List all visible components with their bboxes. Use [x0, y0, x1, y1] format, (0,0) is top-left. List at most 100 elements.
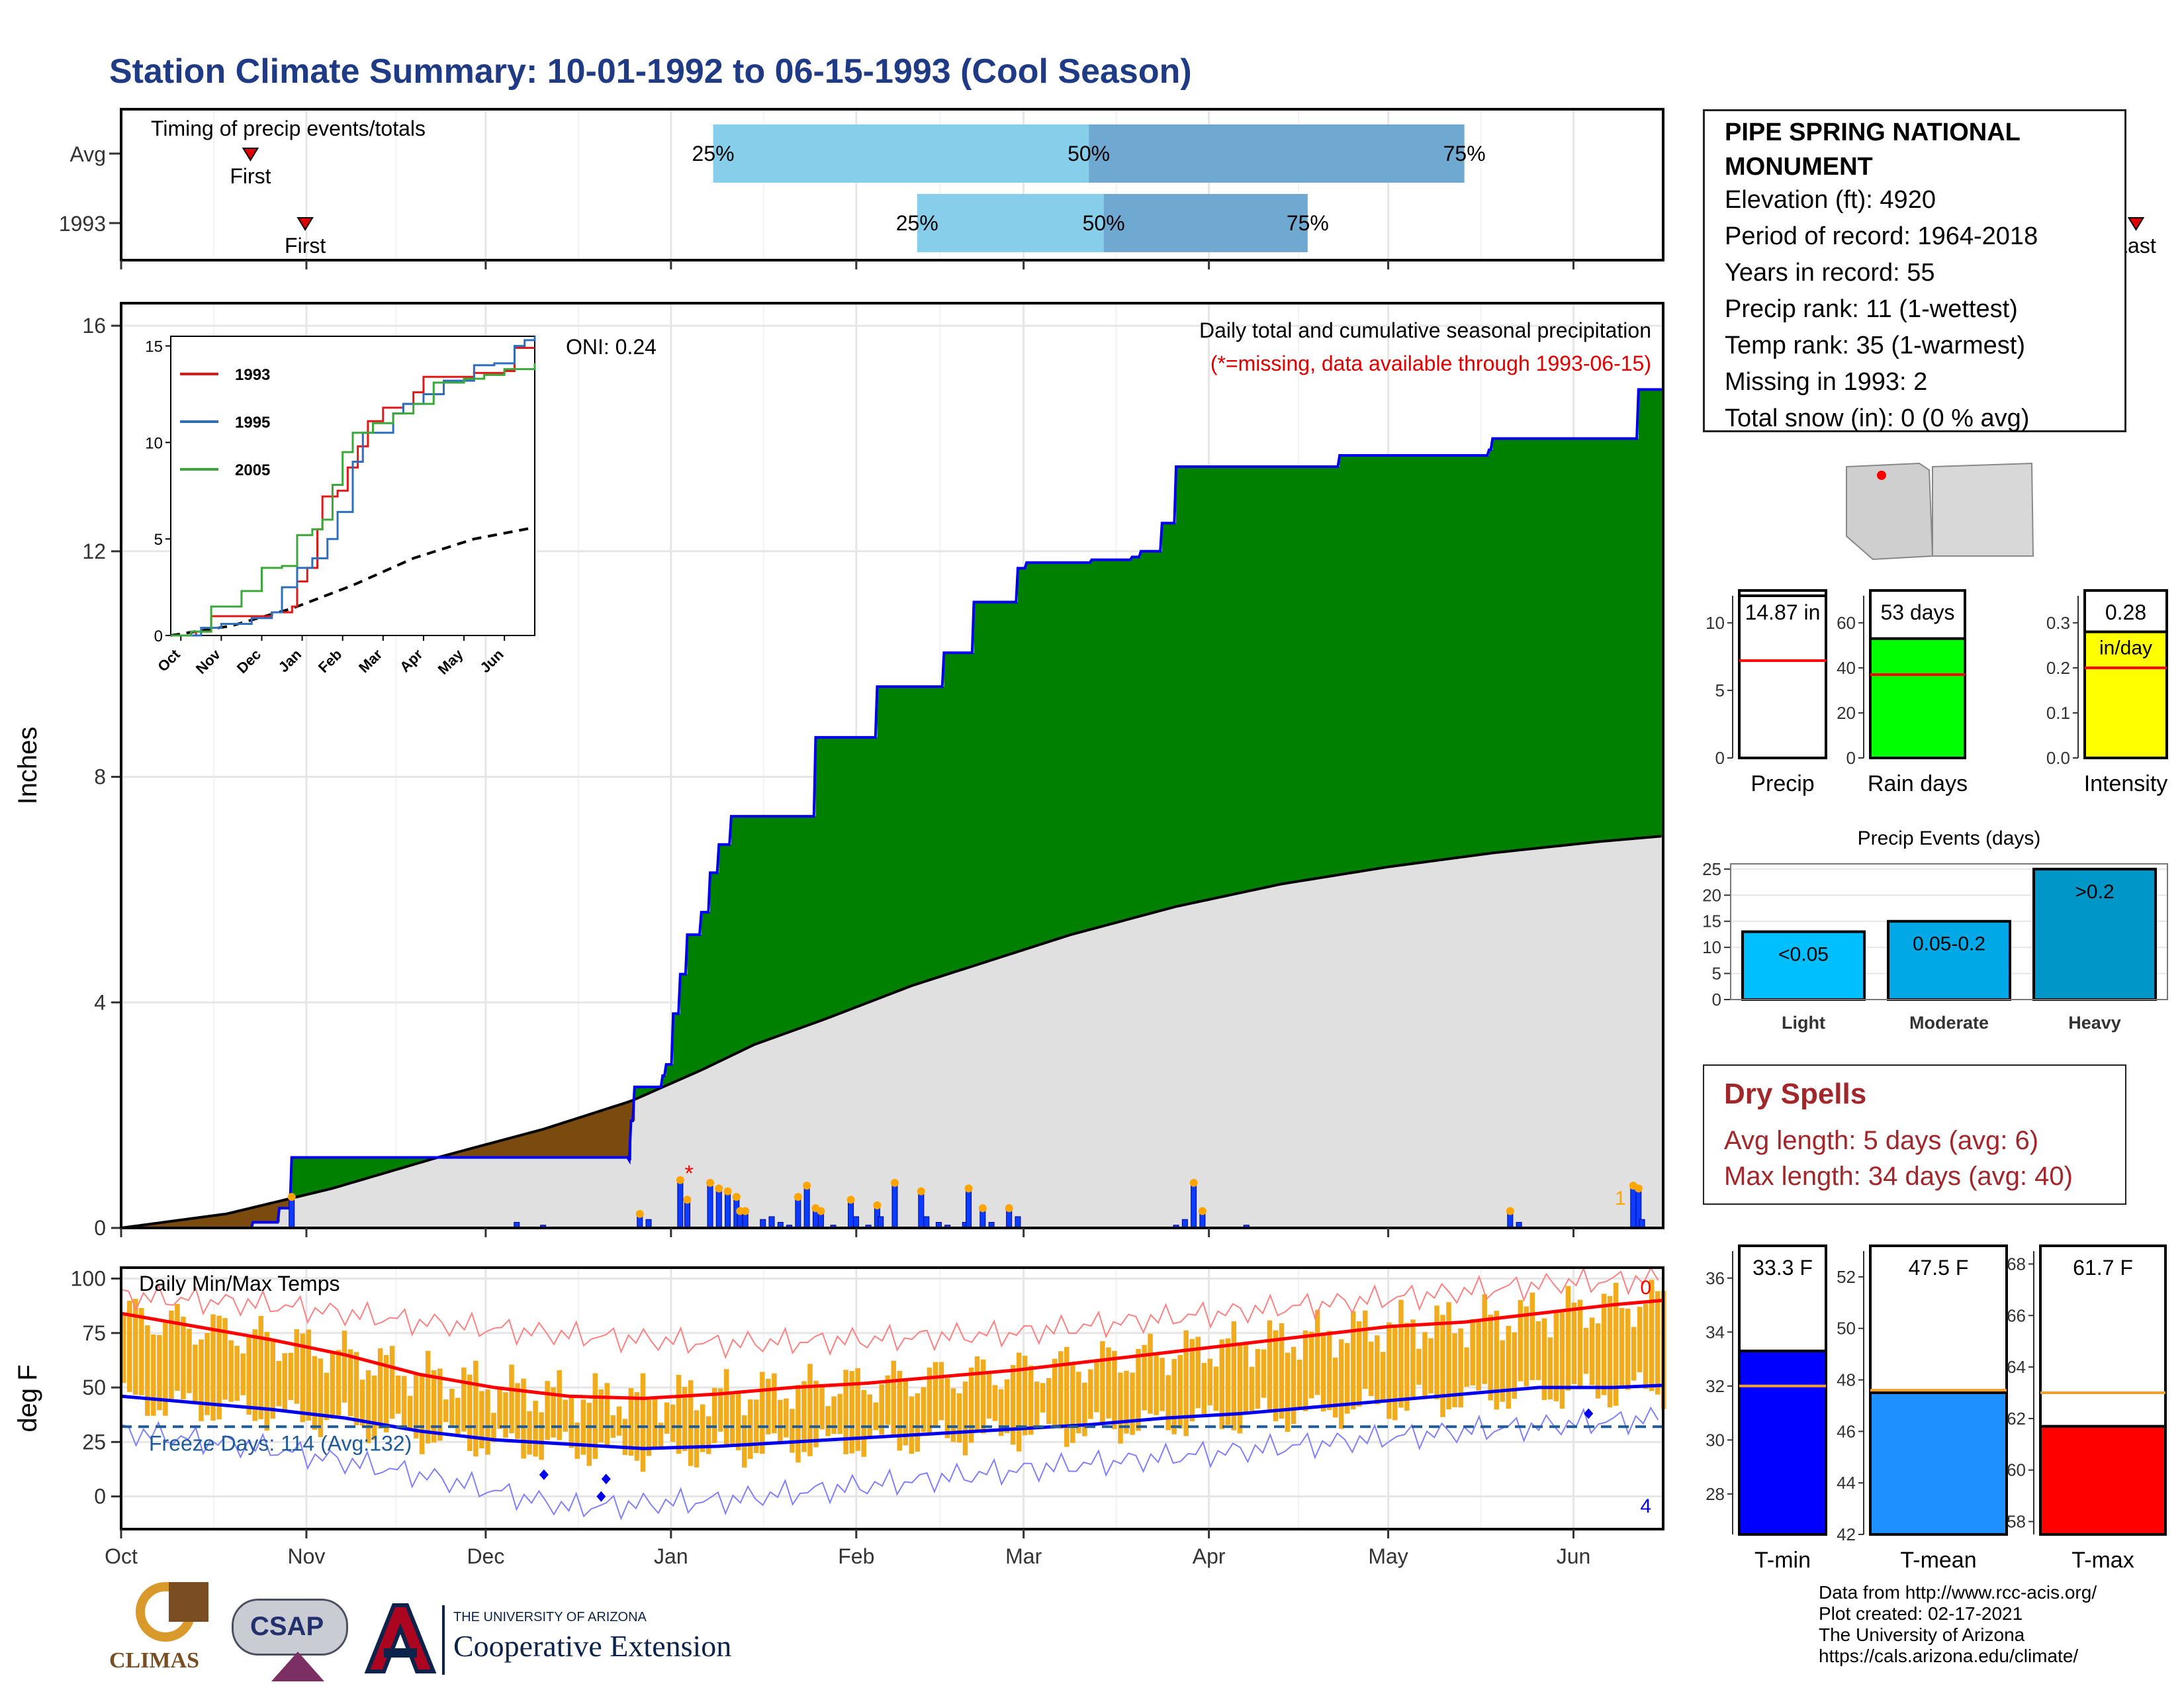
above-normal-band — [1545, 438, 1548, 848]
above-normal-band — [893, 686, 895, 993]
below-normal-band — [601, 1110, 604, 1158]
daily-temp-range-bar — [1016, 1352, 1022, 1452]
daily-temp-range-bar — [371, 1376, 377, 1440]
daily-temp-range-bar — [1338, 1339, 1344, 1429]
daily-temp-range-bar — [1261, 1349, 1267, 1398]
month-label: Jan — [654, 1544, 688, 1568]
above-normal-band — [833, 737, 836, 1016]
heavy-event-marker-icon — [706, 1178, 715, 1187]
above-normal-band — [925, 686, 927, 982]
above-normal-band — [1265, 467, 1268, 888]
above-normal-band — [891, 686, 893, 994]
above-normal-band — [842, 737, 844, 1013]
below-normal-band — [571, 1120, 574, 1158]
above-normal-band — [390, 1157, 392, 1172]
daily-temp-range-bar — [187, 1329, 192, 1393]
credit-url[interactable]: https://cals.arizona.edu/climate/ — [1819, 1646, 2079, 1666]
above-normal-band — [797, 816, 801, 1029]
above-normal-band — [786, 816, 788, 1033]
below-normal-band — [167, 1221, 169, 1228]
daily-temp-range-bar — [1094, 1360, 1099, 1413]
above-normal-band — [1302, 467, 1305, 881]
below-normal-band — [588, 1114, 591, 1158]
above-normal-band — [979, 602, 981, 964]
summary-y-tick-label: 60 — [1837, 613, 1856, 633]
above-normal-band — [1019, 568, 1022, 951]
daily-temp-range-bar — [1231, 1321, 1237, 1430]
summary-y-tick-label: 44 — [1837, 1473, 1856, 1493]
station-details: Elevation (ft): 4920 Period of record: 1… — [1725, 182, 2038, 437]
above-normal-band — [425, 1157, 428, 1161]
daily-temp-range-bar — [479, 1391, 484, 1448]
daily-temp-range-bar — [545, 1381, 550, 1440]
temp-frame — [120, 1266, 1664, 1530]
daily-temp-range-bar — [312, 1356, 318, 1430]
summary-panel-label: T-min — [1754, 1548, 1811, 1573]
daily-temp-range-bar — [1416, 1348, 1422, 1385]
above-normal-band — [1340, 455, 1342, 875]
below-normal-band — [623, 1103, 627, 1158]
above-normal-band — [383, 1157, 386, 1174]
below-normal-band — [214, 1215, 217, 1228]
daily-temp-range-bar — [694, 1410, 700, 1468]
below-normal-band — [613, 1106, 616, 1158]
above-normal-band — [931, 686, 934, 980]
daily-temp-range-bar — [449, 1389, 455, 1428]
above-normal-band — [1105, 559, 1109, 925]
daily-temp-range-bar — [778, 1399, 783, 1442]
daily-precip-bar — [918, 1191, 925, 1229]
below-normal-band — [596, 1112, 598, 1158]
above-normal-band — [1422, 455, 1425, 863]
below-normal-band — [580, 1117, 582, 1158]
above-normal-band — [754, 816, 756, 1045]
daily-temp-range-bar — [1326, 1331, 1332, 1411]
daily-temp-range-bar — [533, 1401, 538, 1457]
elevation-line: Elevation (ft): 4920 — [1725, 186, 1936, 214]
summary-value-label: 53 days — [1880, 600, 1954, 624]
summary-panel-t-max: 58 60 62 64 66 68 61.7 F T-max — [2007, 1244, 2167, 1573]
above-normal-band — [882, 686, 885, 998]
summary-y-tick-label: 42 — [1837, 1524, 1856, 1544]
daily-temp-range-bar — [604, 1383, 610, 1446]
daily-temp-range-bar — [1183, 1330, 1189, 1436]
below-normal-band — [492, 1143, 494, 1158]
temp-y-tick-label: 100 — [71, 1266, 106, 1290]
above-normal-band — [1436, 455, 1439, 861]
daily-temp-range-bar — [748, 1399, 753, 1459]
above-normal-band — [872, 737, 874, 1002]
above-normal-band — [1482, 455, 1484, 855]
below-normal-band — [184, 1219, 187, 1228]
first-event-marker-icon — [242, 148, 259, 162]
daily-temp-range-bar — [1207, 1358, 1213, 1406]
daily-temp-range-bar — [1631, 1327, 1637, 1381]
above-normal-band — [1314, 467, 1318, 879]
above-normal-band — [824, 737, 827, 1019]
above-normal-band — [1223, 467, 1226, 897]
temp-y-tick-label: 25 — [82, 1430, 106, 1454]
above-normal-band — [1413, 455, 1416, 864]
daily-temp-range-bar — [1452, 1333, 1457, 1407]
above-normal-band — [1397, 455, 1400, 866]
above-normal-band — [828, 737, 831, 1018]
above-normal-band — [1072, 562, 1075, 935]
daily-temp-range-bar — [790, 1409, 795, 1453]
daily-temp-range-bar — [503, 1392, 508, 1438]
above-normal-band — [903, 686, 906, 989]
above-normal-band — [1415, 455, 1418, 864]
above-normal-band — [1559, 438, 1562, 846]
summary-y-tick-label: 40 — [1837, 658, 1856, 678]
daily-temp-range-bar — [796, 1385, 801, 1463]
summary-unit-label: in/day — [2099, 637, 2152, 659]
above-normal-band — [1160, 551, 1163, 911]
below-normal-band — [518, 1135, 521, 1158]
daily-temp-range-bar — [193, 1344, 198, 1405]
above-normal-band — [1642, 389, 1645, 838]
below-normal-band — [226, 1213, 229, 1228]
daily-temp-range-bar — [1387, 1322, 1392, 1419]
below-normal-band — [281, 1200, 284, 1209]
timing-row-label: Avg — [69, 142, 106, 166]
below-normal-band — [523, 1134, 526, 1158]
daily-temp-range-bar — [1601, 1293, 1607, 1395]
inset-legend-label: 2005 — [235, 461, 270, 479]
summary-value-label: 47.5 F — [1909, 1256, 1969, 1280]
